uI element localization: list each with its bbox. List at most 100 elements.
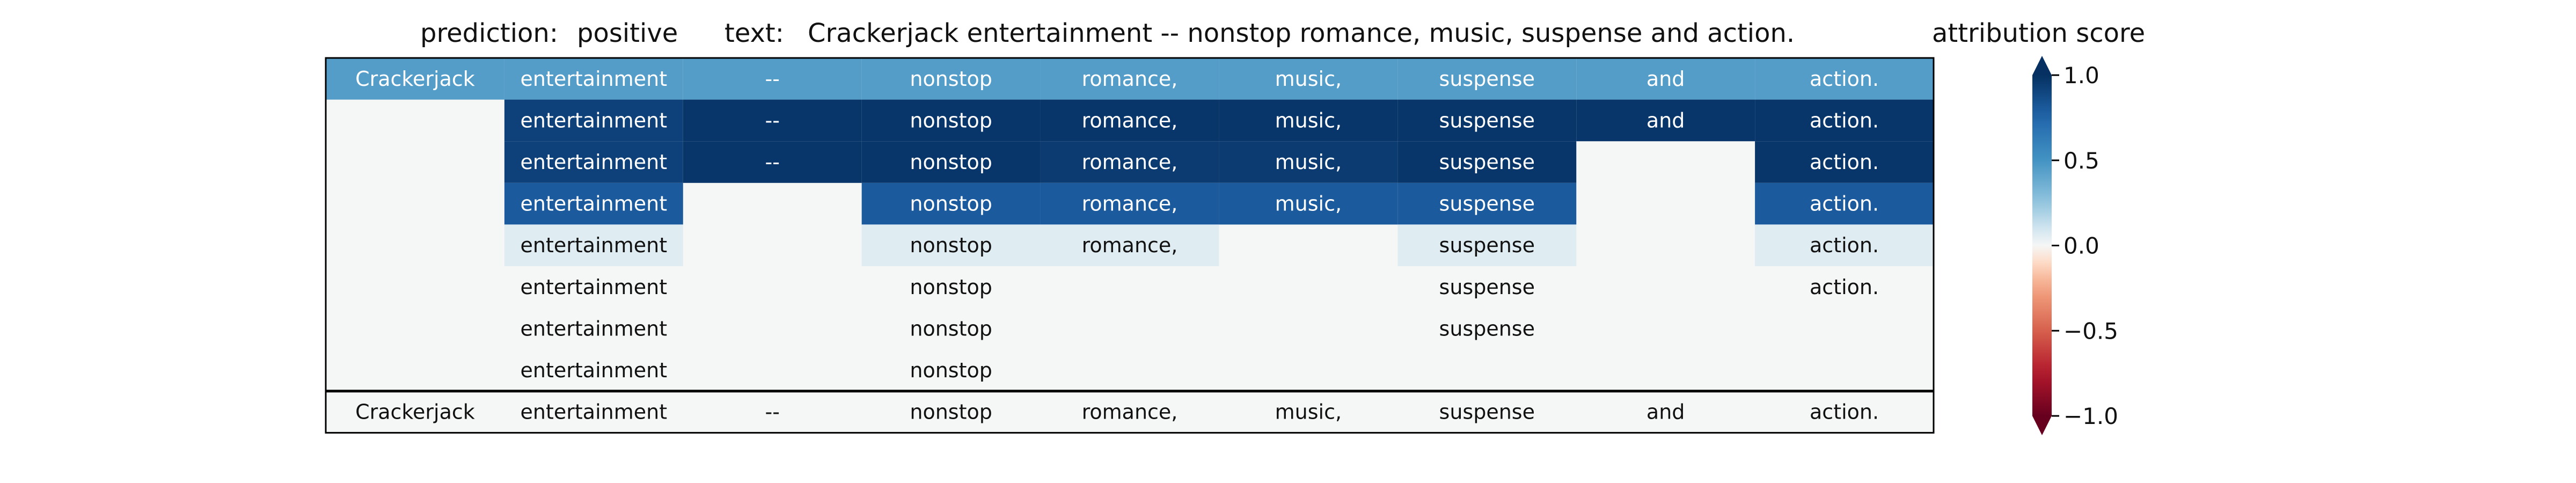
heatmap-cell-label: -- [765,150,780,174]
heatmap-cell-label: action. [1810,275,1879,299]
heatmap-cell-label: nonstop [910,317,992,340]
text-label: text: [724,18,784,48]
heatmap-cell [1576,99,1755,142]
heatmap-cell [1755,58,1934,100]
heatmap-cell [1040,58,1219,100]
heatmap-cell [1576,58,1755,100]
heatmap-cell [1755,266,1934,308]
heatmap-cell [1397,99,1577,142]
prediction-label: prediction: [420,18,558,48]
heatmap-cell-label: music, [1275,192,1342,216]
heatmap-cell-label: Crackerjack [355,67,475,91]
colorbar-extend-bottom [2032,416,2052,435]
heatmap-cell-label: music, [1275,150,1342,174]
heatmap-cell-label: suspense [1439,275,1535,299]
heatmap-frame [325,57,1935,434]
heatmap-cell-label: romance, [1082,192,1178,216]
heatmap-cell-label: action. [1810,192,1879,216]
heatmap-cell [1040,224,1219,266]
colorbar-gradient [2032,75,2052,416]
heatmap-cell-label: entertainment [521,108,668,132]
heatmap-cell-label: nonstop [910,108,992,132]
heatmap-cell [683,141,862,183]
heatmap-cell-label: music, [1275,67,1342,91]
colorbar-tick-label: 0.5 [2063,148,2099,174]
heatmap-cell [1040,99,1219,142]
heatmap-cell [861,182,1041,225]
heatmap-cell-label: and [1646,108,1685,132]
heatmap-cell-label: entertainment [521,150,668,174]
heatmap-cell [326,58,504,100]
heatmap-cell [683,58,862,100]
reference-row [326,391,1934,433]
heatmap-cell [1397,182,1577,225]
heatmap-cell [504,182,683,225]
reference-token: Crackerjack [355,400,475,424]
heatmap-cell-label: entertainment [521,358,668,382]
reference-token: entertainment [521,400,668,424]
figure-header: prediction: positive text: Crackerjack e… [420,18,2145,48]
heatmap-cell-label: entertainment [521,233,668,257]
reference-token: romance, [1082,400,1178,424]
heatmap-cell-label: nonstop [910,67,992,91]
colorbar-extend-top [2032,56,2052,75]
reference-token: nonstop [910,400,992,424]
colorbar-tick-label: 0.0 [2063,233,2099,259]
heatmap-cell [504,99,683,142]
heatmap-cell [1397,266,1577,308]
heatmap-cell-label: nonstop [910,150,992,174]
heatmap-cell [504,224,683,266]
heatmap-cell-label: romance, [1082,67,1178,91]
heatmap-cell-label: romance, [1082,150,1178,174]
heatmap-cell [1755,182,1934,225]
heatmap-cell-label: suspense [1439,150,1535,174]
heatmap-cell-label: entertainment [521,192,668,216]
heatmap-cell-label: nonstop [910,233,992,257]
reference-token: music, [1275,400,1342,424]
heatmap-cell [1219,141,1398,183]
heatmap-cell [861,224,1041,266]
heatmap-cell-label: and [1646,67,1685,91]
heatmap-cell [504,266,683,308]
attribution-heatmap: Crackerjack entertainment -- nonstop romance… [325,57,1935,434]
heatmap-cell-label: suspense [1439,67,1535,91]
heatmap-cell [1755,99,1934,142]
heatmap-cell-label: action. [1810,233,1879,257]
heatmap-cell-label: nonstop [910,358,992,382]
colorbar: 1.0 0.5 0.0 −0.5 −1.0 [2032,56,2118,435]
heatmap-cell [861,349,1041,391]
heatmap-cell [1040,182,1219,225]
heatmap-cell-label: romance, [1082,108,1178,132]
heatmap-cell-label: nonstop [910,275,992,299]
reference-token: suspense [1439,400,1535,424]
colorbar-tick-label: 1.0 [2063,62,2099,89]
heatmap-cell [683,99,862,142]
reference-token: -- [765,400,780,424]
heatmap-cell-label: romance, [1082,233,1178,257]
heatmap-cell [504,308,683,350]
heatmap-cell [861,266,1041,308]
heatmap-cell [861,308,1041,350]
text-value: Crackerjack entertainment -- nonstop rom… [808,18,1795,48]
heatmap-cell [1219,58,1398,100]
heatmap-cell-label: action. [1810,108,1879,132]
heatmap-cell-label: entertainment [521,275,668,299]
heatmap-cell-label: suspense [1439,192,1535,216]
reference-token: action. [1810,400,1879,424]
heatmap-cell [1397,141,1577,183]
heatmap-cell [504,141,683,183]
heatmap-cell [1397,58,1577,100]
heatmap-cell-label: nonstop [910,192,992,216]
heatmap-cell-label: suspense [1439,317,1535,340]
reference-token: and [1646,400,1685,424]
heatmap-cell-label: entertainment [521,317,668,340]
prediction-value: positive [577,18,678,48]
heatmap-cell [861,99,1041,142]
heatmap-cell-label: action. [1810,67,1879,91]
heatmap-cell [1397,308,1577,350]
heatmap-cell-label: -- [765,108,780,132]
heatmap-cell [504,349,683,391]
heatmap-cell-label: suspense [1439,108,1535,132]
heatmap-cell-label: entertainment [521,67,668,91]
